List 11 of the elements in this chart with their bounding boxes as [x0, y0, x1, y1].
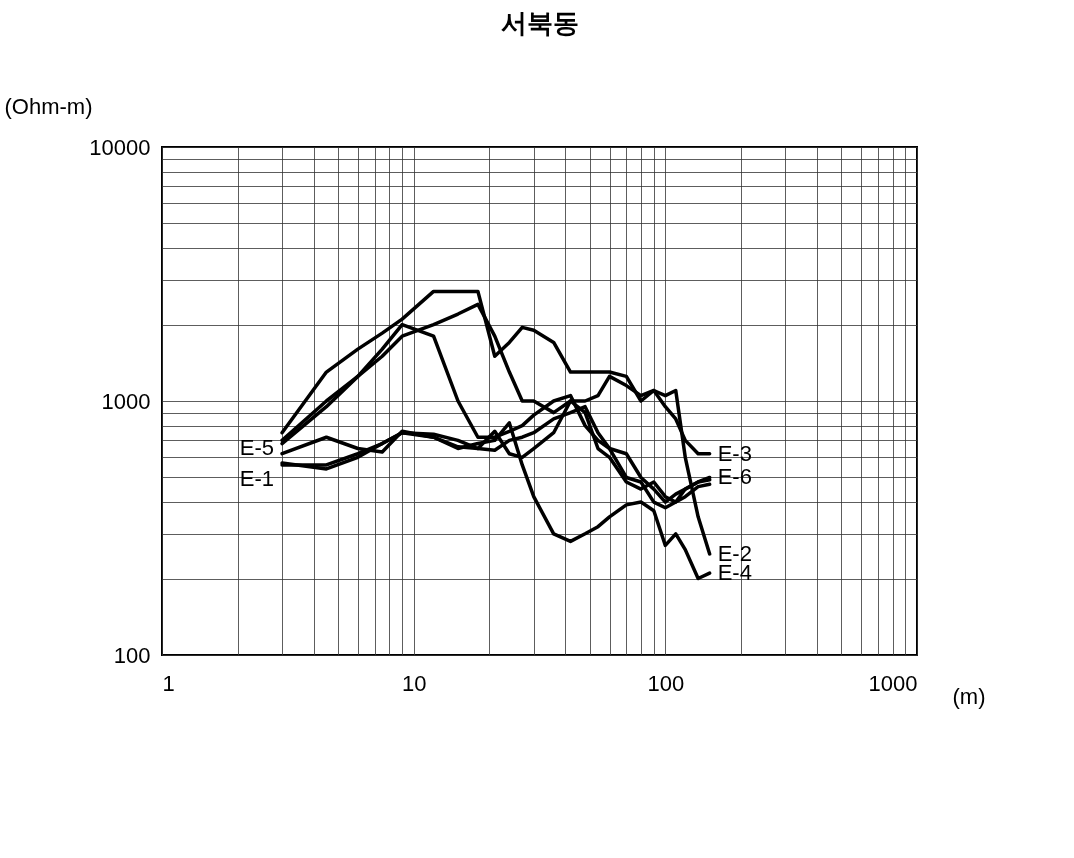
series-label: E-5 — [239, 434, 275, 460]
y-tick-label: 1000 — [101, 388, 151, 414]
y-axis-title: (Ohm-m) — [4, 93, 93, 119]
x-axis-title: (m) — [952, 683, 986, 709]
x-tick-label: 10 — [401, 670, 427, 696]
chart-title: 서북동 — [500, 8, 579, 38]
x-tick-label: 100 — [647, 670, 685, 696]
y-tick-label: 100 — [113, 642, 151, 668]
x-tick-label: 1 — [162, 670, 175, 696]
y-tick-label: 10000 — [89, 134, 151, 160]
x-tick-label: 1000 — [868, 670, 918, 696]
